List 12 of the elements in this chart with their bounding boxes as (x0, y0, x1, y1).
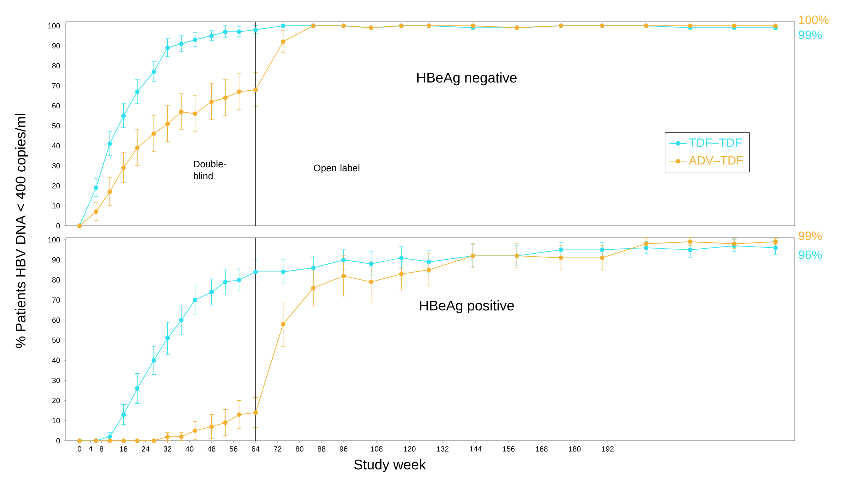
x-axis-title: Study week (354, 459, 426, 473)
text: HBeAg negative (418, 72, 517, 86)
data-label: 99% (799, 30, 822, 40)
text: HBeAg positive (420, 300, 514, 314)
legend-label: ADV–TDF (689, 156, 744, 165)
legend-label: TDF–TDF (689, 138, 742, 148)
annotation: Open label (314, 164, 360, 174)
data-label: 99% (799, 232, 822, 240)
y-axis-title: % Patients HBV DNA < 400 copies/ml (15, 114, 29, 348)
annotation: Double-blind (194, 160, 226, 180)
data-label: 100% (799, 16, 829, 24)
data-label: 96% (799, 250, 822, 260)
